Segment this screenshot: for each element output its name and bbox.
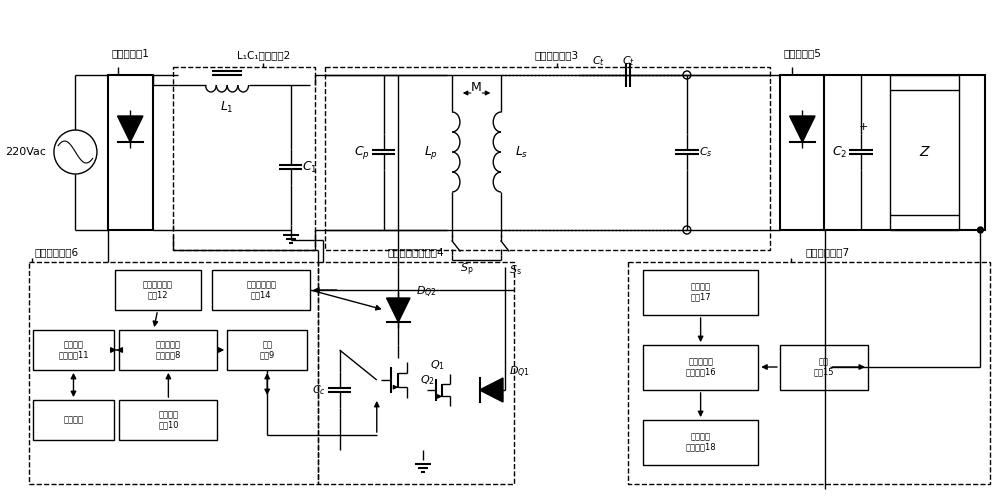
- Text: 副边控制电路7: 副边控制电路7: [805, 247, 849, 257]
- Bar: [318, 262, 514, 484]
- Text: 下拉辅助开关支路4: 下拉辅助开关支路4: [388, 247, 444, 257]
- Polygon shape: [118, 116, 143, 142]
- Text: 第二整流桑5: 第二整流桑5: [783, 48, 821, 58]
- Text: $C_2$: $C_2$: [832, 145, 847, 160]
- Text: 第二电压检测
电路14: 第二电压检测 电路14: [246, 280, 276, 300]
- Text: 第一无线
通信电路11: 第一无线 通信电路11: [58, 340, 89, 360]
- Text: 第一电压检测
电路12: 第一电压检测 电路12: [143, 280, 173, 300]
- Text: 采样
电路15: 采样 电路15: [814, 357, 834, 377]
- Bar: [227, 330, 307, 370]
- Polygon shape: [387, 298, 410, 322]
- Bar: [33, 330, 114, 370]
- Text: $C_t$: $C_t$: [622, 54, 635, 68]
- Bar: [643, 345, 758, 390]
- Polygon shape: [790, 116, 815, 142]
- Bar: [780, 75, 825, 230]
- Bar: [108, 75, 153, 230]
- Text: 遥控器３: 遥控器３: [63, 415, 83, 424]
- Bar: [119, 400, 217, 440]
- Text: $Q_1$: $Q_1$: [430, 358, 445, 372]
- Circle shape: [683, 71, 691, 79]
- Bar: [173, 67, 315, 250]
- Text: $Q_2$: $Q_2$: [420, 373, 435, 387]
- Text: L₁C₁滤波电路2: L₁C₁滤波电路2: [237, 50, 290, 60]
- Bar: [115, 270, 201, 310]
- Bar: [212, 270, 310, 310]
- Polygon shape: [480, 378, 503, 402]
- Bar: [824, 75, 985, 230]
- Text: $D_{Q2}$: $D_{Q2}$: [416, 284, 437, 300]
- Text: 驱动
电路9: 驱动 电路9: [260, 340, 275, 360]
- Bar: [628, 262, 990, 484]
- Text: M: M: [471, 81, 482, 93]
- Text: $C_s$: $C_s$: [699, 145, 712, 159]
- Text: $S_{\rm p}$: $S_{\rm p}$: [460, 262, 473, 278]
- Text: +: +: [858, 122, 868, 132]
- Text: 220Vac: 220Vac: [5, 147, 46, 157]
- Bar: [643, 420, 758, 465]
- Circle shape: [683, 226, 691, 234]
- Text: $C_p$: $C_p$: [354, 144, 370, 161]
- Bar: [29, 262, 318, 484]
- Text: $L_1$: $L_1$: [220, 99, 234, 114]
- Text: 第二无线
通信电路18: 第二无线 通信电路18: [685, 432, 716, 452]
- Text: $C_c$: $C_c$: [312, 383, 326, 397]
- Text: $C_t$: $C_t$: [592, 54, 605, 68]
- Bar: [780, 345, 868, 390]
- Text: 第二辅助
电怗17: 第二辅助 电怗17: [690, 282, 711, 302]
- Bar: [33, 400, 114, 440]
- Text: 第一单片机
控制电路8: 第一单片机 控制电路8: [156, 340, 181, 360]
- Text: $Z$: $Z$: [919, 145, 931, 159]
- Circle shape: [54, 130, 97, 174]
- Bar: [890, 90, 959, 215]
- Text: 第一辅助
电渀10: 第一辅助 电渀10: [158, 411, 179, 430]
- Text: $C_1$: $C_1$: [302, 160, 318, 174]
- Bar: [119, 330, 217, 370]
- Circle shape: [977, 227, 983, 233]
- Text: $S_{\rm s}$: $S_{\rm s}$: [509, 263, 522, 277]
- Bar: [643, 270, 758, 315]
- Text: 第一整流桑1: 第一整流桑1: [111, 48, 149, 58]
- Text: $D_{Q1}$: $D_{Q1}$: [509, 364, 530, 380]
- Text: 原边控制电路6: 原边控制电路6: [34, 247, 78, 257]
- Text: $L_s$: $L_s$: [515, 145, 528, 160]
- Text: 谐振耦合电路3: 谐振耦合电路3: [535, 50, 579, 60]
- Text: $L_p$: $L_p$: [424, 144, 438, 161]
- Bar: [325, 67, 770, 250]
- Text: 第二单片机
控制电路16: 第二单片机 控制电路16: [685, 357, 716, 377]
